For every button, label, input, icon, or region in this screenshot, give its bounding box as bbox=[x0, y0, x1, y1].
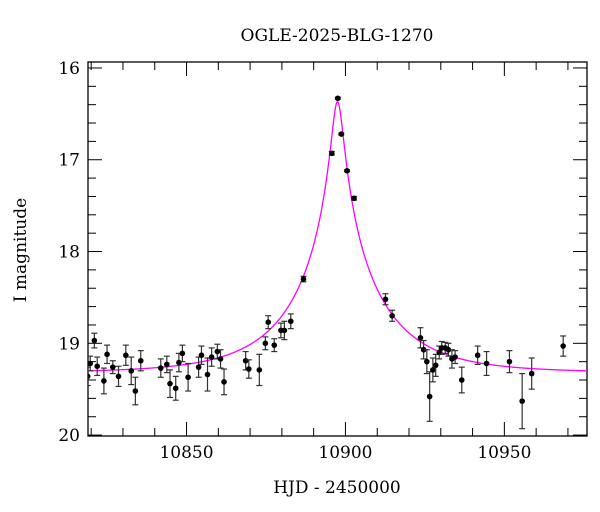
data-point bbox=[281, 327, 288, 334]
data-point bbox=[265, 319, 272, 325]
data-point bbox=[123, 352, 129, 359]
chart-title: OGLE-2025-BLG-1270 bbox=[241, 26, 434, 46]
data-point bbox=[483, 360, 490, 367]
data-point bbox=[109, 364, 116, 370]
data-point bbox=[528, 370, 535, 377]
data-point bbox=[417, 334, 424, 341]
x-tick-label: 10900 bbox=[318, 443, 372, 463]
data-point bbox=[88, 360, 94, 367]
data-point bbox=[335, 95, 341, 102]
data-point bbox=[420, 346, 427, 353]
data-point bbox=[271, 342, 278, 348]
data-point bbox=[452, 354, 458, 360]
data-point bbox=[506, 358, 513, 365]
data-point bbox=[101, 378, 107, 384]
data-point bbox=[128, 368, 135, 374]
data-point bbox=[474, 352, 481, 359]
data-point bbox=[300, 276, 307, 282]
data-point bbox=[195, 364, 202, 370]
y-tick-label: 17 bbox=[58, 151, 80, 171]
data-point bbox=[94, 363, 101, 370]
data-point bbox=[88, 373, 91, 380]
data-point bbox=[424, 358, 430, 365]
data-point bbox=[198, 352, 205, 359]
model-curve bbox=[88, 100, 587, 372]
data-point bbox=[445, 346, 452, 353]
x-tick-label: 10950 bbox=[477, 443, 531, 463]
data-point bbox=[338, 131, 345, 137]
data-point bbox=[256, 367, 263, 373]
data-point bbox=[157, 365, 164, 371]
data-point bbox=[137, 357, 144, 364]
y-tick-label: 18 bbox=[58, 243, 80, 263]
y-tick-label: 20 bbox=[58, 426, 80, 446]
data-point bbox=[221, 379, 227, 385]
data-point bbox=[179, 350, 186, 357]
data-point bbox=[519, 398, 525, 404]
y-tick-label: 16 bbox=[58, 59, 80, 79]
data-point bbox=[328, 150, 335, 157]
data-point bbox=[176, 359, 182, 366]
data-point bbox=[426, 393, 433, 400]
data-point bbox=[208, 354, 215, 360]
data-point bbox=[115, 373, 122, 380]
data-point bbox=[172, 385, 179, 392]
data-point bbox=[185, 374, 191, 381]
data-point bbox=[217, 356, 224, 362]
data-point bbox=[560, 343, 566, 349]
data-point bbox=[132, 388, 139, 394]
data-point bbox=[164, 361, 170, 368]
data-point bbox=[351, 195, 357, 202]
data-point bbox=[242, 357, 249, 364]
data-point bbox=[246, 366, 252, 372]
data-point bbox=[430, 367, 436, 373]
data-point bbox=[389, 312, 395, 319]
data-point bbox=[432, 362, 439, 369]
data-point bbox=[104, 351, 110, 358]
data-point bbox=[458, 377, 465, 383]
plot-area: 10850 10900 10950 16 17 18 19 20 bbox=[58, 59, 588, 463]
data-point bbox=[344, 167, 350, 174]
x-tick-label: 10850 bbox=[159, 443, 213, 463]
y-tick-label: 19 bbox=[58, 334, 80, 354]
data-point bbox=[262, 340, 269, 347]
data-points bbox=[88, 95, 567, 430]
data-point bbox=[91, 337, 98, 344]
data-point bbox=[167, 380, 173, 387]
data-point bbox=[287, 318, 294, 325]
data-point bbox=[382, 296, 389, 303]
data-point bbox=[204, 371, 211, 378]
plot-frame bbox=[87, 61, 588, 437]
x-axis-label: HJD - 2450000 bbox=[273, 478, 401, 498]
y-axis-label: I magnitude bbox=[11, 198, 31, 302]
